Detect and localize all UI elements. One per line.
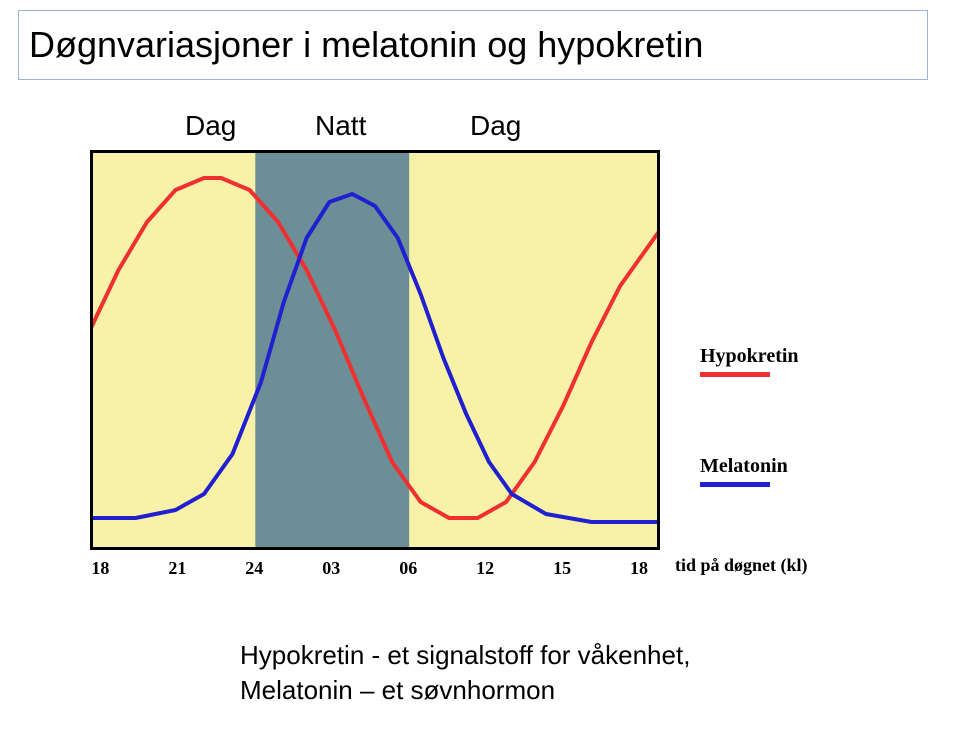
x-tick-label: 24 [245,558,263,579]
period-label-natt: Natt [315,110,366,142]
legend-label-melatonin: Melatonin [700,455,788,478]
slide: Døgnvariasjoner i melatonin og hypokreti… [0,0,960,734]
x-tick-label: 18 [630,558,648,579]
chart-svg [90,150,660,550]
caption-line-2: Melatonin – et søvnhormon [240,675,555,706]
legend-swatch-melatonin [700,482,770,487]
x-tick-label: 15 [553,558,571,579]
x-tick-label: 18 [91,558,109,579]
x-tick-label: 12 [476,558,494,579]
legend-swatch-hypokretin [700,372,770,377]
caption-line-1: Hypokretin - et signalstoff for våkenhet… [240,640,690,671]
legend-label-hypokretin: Hypokretin [700,345,799,368]
x-axis-label: tid på døgnet (kl) [675,555,808,576]
chart-container [90,150,660,555]
page-title: Døgnvariasjoner i melatonin og hypokreti… [29,24,703,66]
x-tick-label: 03 [322,558,340,579]
x-tick-label: 21 [168,558,186,579]
title-box: Døgnvariasjoner i melatonin og hypokreti… [18,10,928,80]
period-label-dag2: Dag [470,110,521,142]
x-tick-label: 06 [399,558,417,579]
period-label-dag1: Dag [185,110,236,142]
